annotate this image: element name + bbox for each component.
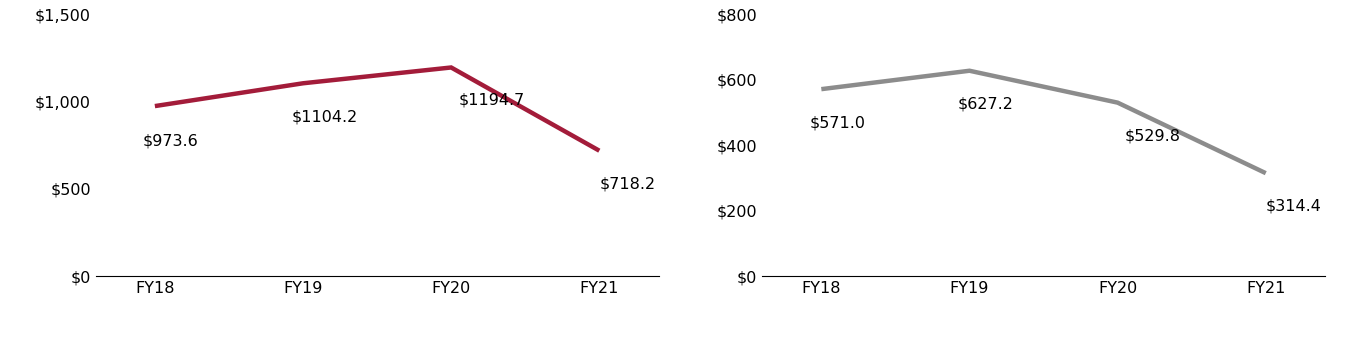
Text: $571.0: $571.0 bbox=[810, 115, 866, 130]
Text: $1104.2: $1104.2 bbox=[291, 109, 358, 125]
Text: $529.8: $529.8 bbox=[1126, 128, 1182, 143]
Text: $973.6: $973.6 bbox=[143, 133, 199, 148]
Text: $627.2: $627.2 bbox=[958, 96, 1014, 111]
Text: $1194.7: $1194.7 bbox=[459, 93, 525, 108]
Text: $314.4: $314.4 bbox=[1266, 199, 1322, 214]
Text: $718.2: $718.2 bbox=[600, 176, 656, 191]
